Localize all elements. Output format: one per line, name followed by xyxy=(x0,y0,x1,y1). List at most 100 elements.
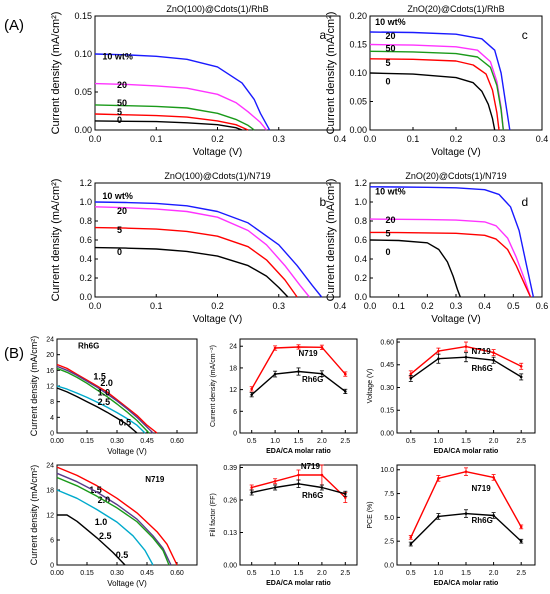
y-tick-label: 0 xyxy=(50,562,54,569)
x-tick-label: 0.45 xyxy=(140,570,154,577)
x-axis-label: Voltage (V) xyxy=(193,314,242,325)
x-tick-label: 0.2 xyxy=(211,134,224,144)
panel-letter: d xyxy=(521,195,528,209)
x-tick-label: 0.00 xyxy=(50,570,64,577)
chart-panel-h: 0.00 0.15 0.30 0.45 0.60 0 6 12 18 24 Voltage (V) C… xyxy=(29,462,198,588)
series-line-10wt xyxy=(94,201,323,298)
y-axis-label: Current density (mA/cm²) xyxy=(50,12,62,135)
series-line-20 xyxy=(94,82,268,131)
y-tick-label: 24 xyxy=(229,344,237,351)
series-line-10 xyxy=(56,367,150,434)
data-point xyxy=(273,346,277,350)
x-tick-label: 1.0 xyxy=(434,570,444,577)
series-line-10 xyxy=(56,476,170,566)
data-point xyxy=(344,492,347,496)
series-label: 0 xyxy=(117,115,122,125)
data-point xyxy=(409,536,413,539)
y-tick-label: 0 xyxy=(233,430,237,437)
y-tick-label: 5.0 xyxy=(384,515,394,522)
data-point xyxy=(492,514,495,517)
x-tick-label: 0.5 xyxy=(406,438,416,445)
x-tick-label: 0.6 xyxy=(536,301,549,311)
x-tick-label: 0.1 xyxy=(392,301,405,311)
x-tick-label: 0.5 xyxy=(247,570,257,577)
y-tick-label: 0.15 xyxy=(349,40,367,50)
data-point xyxy=(464,470,468,473)
y-tick-label: 0.45 xyxy=(380,362,394,369)
series-line-10wt xyxy=(369,186,535,298)
data-point xyxy=(320,486,324,489)
x-tick-label: 0.0 xyxy=(89,301,102,311)
x-tick-label: 0.1 xyxy=(150,301,163,311)
x-axis-label: Voltage (V) xyxy=(107,579,147,588)
y-tick-label: 0.0 xyxy=(79,292,92,302)
series-line-5 xyxy=(369,231,532,298)
x-tick-label: 0.30 xyxy=(110,438,124,445)
x-tick-label: 1.0 xyxy=(270,438,280,445)
y-tick-label: 0.10 xyxy=(349,68,367,78)
y-tick-label: 6 xyxy=(233,409,237,416)
y-tick-label: 12 xyxy=(46,512,54,519)
x-tick-label: 0.2 xyxy=(211,301,224,311)
y-tick-label: 0.6 xyxy=(79,235,92,245)
x-tick-label: 0.4 xyxy=(334,134,347,144)
data-point xyxy=(320,372,324,376)
series-label: 20 xyxy=(385,215,395,225)
y-axis-label: Voltage (V) xyxy=(367,369,374,404)
data-point xyxy=(409,372,413,376)
x-tick-label: 0.3 xyxy=(493,134,506,144)
data-point xyxy=(519,364,523,368)
y-tick-label: 0.39 xyxy=(223,465,237,472)
chart-panel-i: 0.5 1.0 1.5 2.0 2.5 0.00 0.13 0.26 0.39 EDA/CA mo… xyxy=(210,462,358,587)
y-tick-label: 24 xyxy=(46,462,54,469)
series-line-20 xyxy=(369,218,532,298)
x-tick-label: 1.5 xyxy=(294,438,304,445)
series-line-25 xyxy=(56,385,146,434)
x-tick-label: 2.0 xyxy=(489,570,499,577)
x-tick-label: 2.5 xyxy=(516,570,526,577)
series-label: 1.5 xyxy=(93,371,106,381)
chart-panel-a: 0.0 0.1 0.2 0.3 0.4 0.00 0.05 0.10 0.15 Voltage (… xyxy=(50,4,346,158)
data-point xyxy=(320,346,324,349)
x-tick-label: 0.00 xyxy=(50,438,64,445)
data-point xyxy=(273,486,277,489)
data-point xyxy=(437,349,440,353)
series-label: N719 xyxy=(299,349,319,358)
x-axis-label: Voltage (V) xyxy=(431,147,480,158)
data-point xyxy=(519,375,523,379)
x-tick-label: 0.3 xyxy=(272,301,285,311)
data-point xyxy=(344,390,347,393)
series-line-20 xyxy=(94,206,310,298)
x-tick-label: 2.5 xyxy=(516,438,526,445)
series-label: 1.0 xyxy=(98,387,111,397)
y-axis-label: Current density (mA/cm²) xyxy=(29,465,39,566)
data-point xyxy=(437,515,440,518)
y-tick-label: 0.60 xyxy=(380,339,394,346)
series-label: Rh6G xyxy=(302,491,323,500)
y-axis-label: Fill factor (FF) xyxy=(210,493,217,537)
y-tick-label: 0.2 xyxy=(354,273,367,283)
y-tick-label: 0.8 xyxy=(79,216,92,226)
y-tick-label: 0.00 xyxy=(223,562,237,569)
x-tick-label: 0.5 xyxy=(406,570,416,577)
chart-title: ZnO(20)@Cdots(1)/RhB xyxy=(407,4,504,14)
chart-panel-b: 0.0 0.1 0.2 0.3 0.4 0.0 0.2 0.4 0.6 0.8 1.0 1.2 Volt… xyxy=(50,171,346,325)
series-label: 20 xyxy=(117,206,127,216)
series-line-25 xyxy=(56,489,154,566)
series-label: 10 wt% xyxy=(375,17,406,27)
x-axis-label: EDA/CA molar ratio xyxy=(434,580,499,587)
section-a-label: (A) xyxy=(4,17,24,34)
x-tick-label: 0.0 xyxy=(364,134,377,144)
data-point xyxy=(492,476,495,479)
y-tick-label: 0.8 xyxy=(354,216,367,226)
data-point xyxy=(297,482,300,486)
series-label: 1.0 xyxy=(95,517,108,527)
data-point xyxy=(297,345,300,349)
series-label: Rh6G xyxy=(302,375,323,384)
series-label: 20 xyxy=(117,80,127,90)
series-line-0 xyxy=(369,72,496,131)
x-tick-label: 0.4 xyxy=(334,301,347,311)
series-label: 1.5 xyxy=(89,485,102,495)
x-tick-label: 2.0 xyxy=(317,570,327,577)
y-axis-label: Current density (mA/cm²) xyxy=(325,12,337,135)
